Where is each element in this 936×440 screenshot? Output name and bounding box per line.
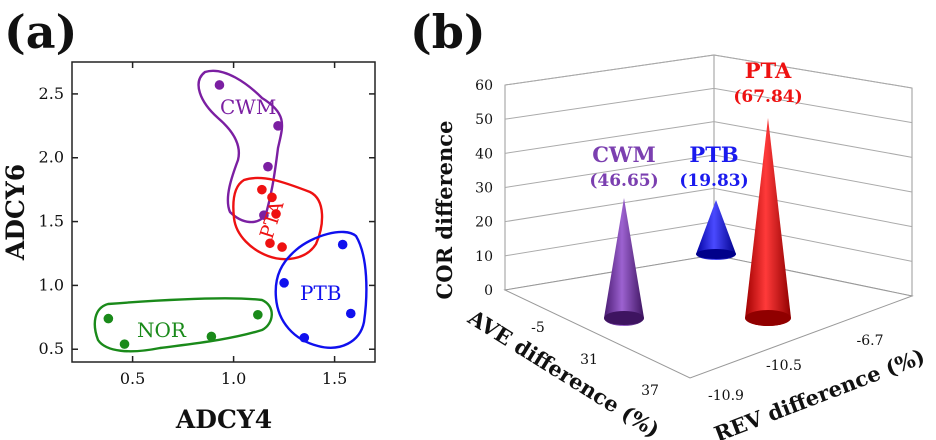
y-tick-label: 1.0	[39, 275, 64, 294]
plot-a-xlabel: ADCY4	[175, 405, 272, 434]
z-tick-label: 40	[475, 146, 493, 162]
ave-tick-3: 37	[641, 383, 659, 399]
y-tick-label: 2.0	[39, 148, 64, 167]
cwm-data-point	[273, 121, 283, 131]
panel-a: (a) 0.5 1.0 1.5 0.5 1.0 1.5 2.0 2.5 CWM PTA PTB…	[1, 5, 376, 434]
rev-tick-3: -6.7	[857, 333, 884, 349]
z-gridline	[504, 121, 913, 158]
cwm-cone-body	[604, 198, 644, 326]
rev-tick-2: -10.5	[766, 358, 802, 374]
rev-tick-1: -10.9	[708, 388, 744, 404]
nor-data-point	[206, 331, 217, 342]
cwm-cone-base	[604, 311, 644, 325]
pta-group-label: PTA	[256, 198, 289, 241]
pta-data-point	[267, 192, 277, 203]
nor-data-point	[119, 339, 130, 349]
plot-b-z-ticks: 0 10 20 30 40 50 60	[475, 78, 493, 299]
ptb-cone-name: PTB	[689, 142, 738, 167]
ptb-cone-value: (19.83)	[679, 171, 748, 191]
plot-a-frame	[71, 61, 376, 363]
cwm-cone-name: CWM	[592, 142, 656, 167]
cwm-cone	[604, 198, 644, 326]
z-tick-label: 10	[475, 249, 493, 265]
panel-b-label: (b)	[410, 5, 486, 59]
x-tick-label: 0.5	[120, 369, 145, 388]
ptb-data-point	[345, 308, 356, 319]
pta-cone-body	[745, 118, 791, 326]
cwm-data-point	[214, 80, 225, 90]
ave-tick-1: -5	[531, 320, 545, 336]
pta-cone	[745, 118, 791, 326]
pta-data-point	[277, 242, 287, 252]
pta-data-point	[257, 184, 267, 195]
pta-data-point	[271, 209, 281, 219]
z-gridline	[504, 54, 913, 89]
panel-a-label: (a)	[4, 5, 77, 59]
pta-cone-value: (67.84)	[733, 87, 802, 107]
plot-a-ylabel: ADCY6	[1, 164, 30, 261]
z-tick-label: 20	[475, 215, 493, 231]
pta-data-point	[265, 238, 275, 249]
z-gridline	[504, 154, 913, 193]
x-tick-label: 1.0	[221, 369, 246, 388]
plot-a-points	[103, 80, 356, 349]
z-tick-label: 0	[484, 283, 493, 299]
ptb-cone-body	[696, 200, 736, 260]
ptb-cluster-outline	[274, 230, 368, 349]
z-tick-label: 50	[475, 112, 493, 128]
nor-data-point	[253, 309, 263, 320]
cwm-cone-value: (46.65)	[589, 171, 658, 191]
cwm-data-point	[259, 210, 269, 220]
cor-axis-label: COR difference	[432, 121, 457, 300]
pta-cone-base	[745, 310, 791, 326]
cwm-cluster-outline	[197, 69, 284, 224]
y-tick-label: 0.5	[39, 339, 64, 358]
pta-cone-name: PTA	[745, 58, 792, 83]
nor-cluster-outline	[93, 297, 273, 353]
plot-b-gridlines	[504, 54, 913, 262]
ptb-cone-base	[696, 249, 736, 259]
pta-cluster-outline	[232, 176, 324, 261]
nor-data-point	[103, 313, 114, 324]
y-tick-label: 2.5	[39, 84, 64, 103]
ptb-data-point	[279, 278, 289, 288]
ptb-group-label: PTB	[300, 281, 342, 305]
ptb-cone	[696, 200, 736, 260]
panel-b: (b) CWM (46.65) PTB (19.83) PTA (67.84) …	[410, 5, 928, 440]
z-tick-label: 60	[475, 78, 493, 94]
cwm-group-label: CWM	[220, 95, 276, 119]
y-tick-label: 1.5	[39, 212, 64, 231]
plot-a-ticks: 0.5 1.0 1.5 0.5 1.0 1.5 2.0 2.5	[39, 62, 375, 388]
ave-tick-2: 31	[580, 352, 598, 368]
cwm-data-point	[263, 161, 273, 172]
ptb-data-point	[299, 332, 310, 343]
ptb-data-point	[337, 239, 348, 250]
nor-group-label: NOR	[137, 318, 187, 342]
z-tick-label: 30	[475, 181, 493, 197]
z-gridline	[504, 187, 913, 228]
floor	[503, 254, 914, 379]
x-tick-label: 1.5	[322, 369, 347, 388]
z-gridline	[504, 87, 913, 124]
